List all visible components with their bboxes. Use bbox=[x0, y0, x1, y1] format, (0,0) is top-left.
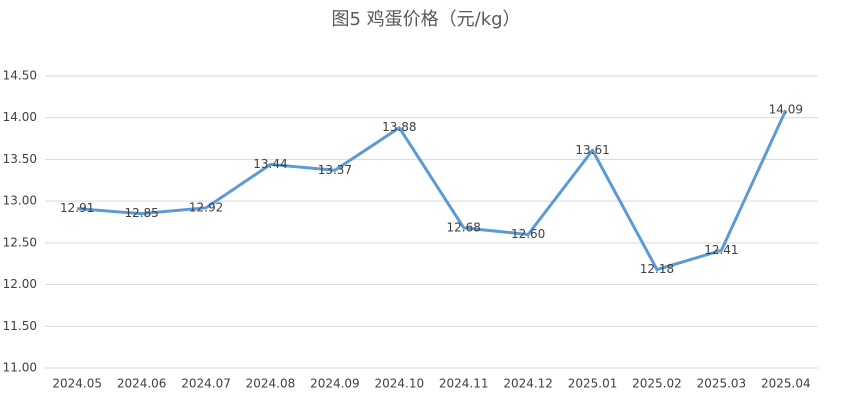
x-tick-label: 2024.05 bbox=[52, 377, 102, 391]
y-tick-label: 14.00 bbox=[3, 110, 37, 124]
x-tick-label: 2024.07 bbox=[181, 377, 231, 391]
data-label: 13.37 bbox=[318, 163, 352, 177]
line bbox=[77, 109, 788, 272]
data-label: 12.18 bbox=[640, 262, 674, 276]
data-label: 13.44 bbox=[253, 157, 287, 171]
chart-title: 图5 鸡蛋价格（元/kg） bbox=[331, 9, 520, 30]
data-label: 12.92 bbox=[189, 200, 223, 214]
x-tick-label: 2025.01 bbox=[568, 377, 618, 391]
data-label: 12.85 bbox=[124, 206, 158, 220]
y-tick-label: 14.50 bbox=[3, 69, 37, 83]
data-label: 12.60 bbox=[511, 227, 545, 241]
y-tick-label: 11.00 bbox=[3, 361, 37, 375]
x-tick-label: 2025.03 bbox=[697, 377, 747, 391]
data-label: 14.09 bbox=[769, 103, 803, 117]
data-label: 13.61 bbox=[575, 143, 609, 157]
data-label: 12.91 bbox=[60, 201, 94, 215]
x-tick-label: 2024.08 bbox=[246, 377, 296, 391]
y-tick-label: 12.50 bbox=[3, 235, 37, 249]
x-tick-label: 2024.10 bbox=[374, 377, 424, 391]
data-label: 13.88 bbox=[382, 120, 416, 134]
y-tick-label: 12.00 bbox=[3, 277, 37, 291]
x-tick-label: 2024.11 bbox=[439, 377, 489, 391]
data-label: 12.68 bbox=[447, 220, 481, 234]
y-tick-label: 13.00 bbox=[3, 194, 37, 208]
y-tick-label: 13.50 bbox=[3, 152, 37, 166]
x-tick-label: 2024.06 bbox=[117, 377, 167, 391]
x-tick-label: 2024.09 bbox=[310, 377, 360, 391]
x-tick-label: 2025.04 bbox=[761, 377, 811, 391]
x-tick-label: 2025.02 bbox=[632, 377, 682, 391]
data-label: 12.41 bbox=[704, 243, 738, 257]
x-tick-label: 2024.12 bbox=[503, 377, 553, 391]
y-tick-label: 11.50 bbox=[3, 319, 37, 333]
